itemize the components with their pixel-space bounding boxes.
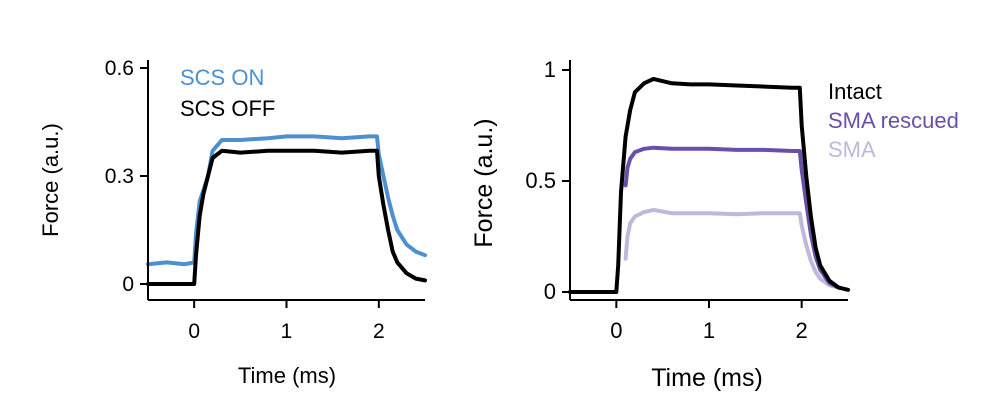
left-y-axis-label: Force (a.u.)	[38, 123, 63, 237]
left-y-tick-label: 0	[122, 273, 134, 296]
left-x-axis-label: Time (ms)	[238, 363, 336, 388]
panel-left-scs: 0 1 2 0 0.3 0.6 Force (a.u.) Time (ms) SCS ON…	[38, 57, 427, 388]
right-legend-sma-rescued: SMA rescued	[828, 108, 959, 133]
right-series-line-sma-rescued	[623, 145, 841, 290]
left-legend-scs-off: SCS OFF	[180, 96, 275, 121]
right-series-line-sma	[623, 207, 841, 290]
panel-right-sma: 0 1 2 0 0.5 1 Force (a.u.) Time (ms) Intact S…	[470, 57, 959, 392]
left-y-tick-label: 0.3	[105, 165, 134, 188]
left-x-tick-label: 1	[281, 320, 293, 343]
left-series-layer	[146, 134, 427, 286]
right-x-tick-label: 1	[703, 318, 715, 343]
right-legend-sma: SMA	[828, 137, 876, 162]
right-y-tick-label: 0	[544, 279, 556, 304]
left-series-line-scs-off	[146, 148, 427, 286]
right-legend-intact: Intact	[828, 79, 882, 104]
left-series-line-scs-on	[146, 134, 427, 267]
right-y-tick-label: 1	[544, 57, 556, 82]
right-x-tick-label: 0	[610, 318, 622, 343]
right-x-axis-label: Time (ms)	[651, 364, 763, 392]
right-ticks: 0 1 2 0 0.5 1	[525, 57, 807, 343]
right-series-layer	[568, 76, 850, 294]
left-legend-scs-on: SCS ON	[180, 65, 264, 90]
left-ticks: 0 1 2 0 0.3 0.6	[105, 57, 385, 343]
right-y-tick-label: 0.5	[525, 168, 556, 193]
right-series-line-intact	[568, 76, 850, 294]
left-y-tick-label: 0.6	[105, 57, 134, 80]
left-x-tick-label: 2	[373, 320, 385, 343]
right-x-tick-label: 2	[796, 318, 808, 343]
left-x-tick-label: 0	[188, 320, 200, 343]
right-y-axis-label: Force (a.u.)	[470, 118, 498, 247]
